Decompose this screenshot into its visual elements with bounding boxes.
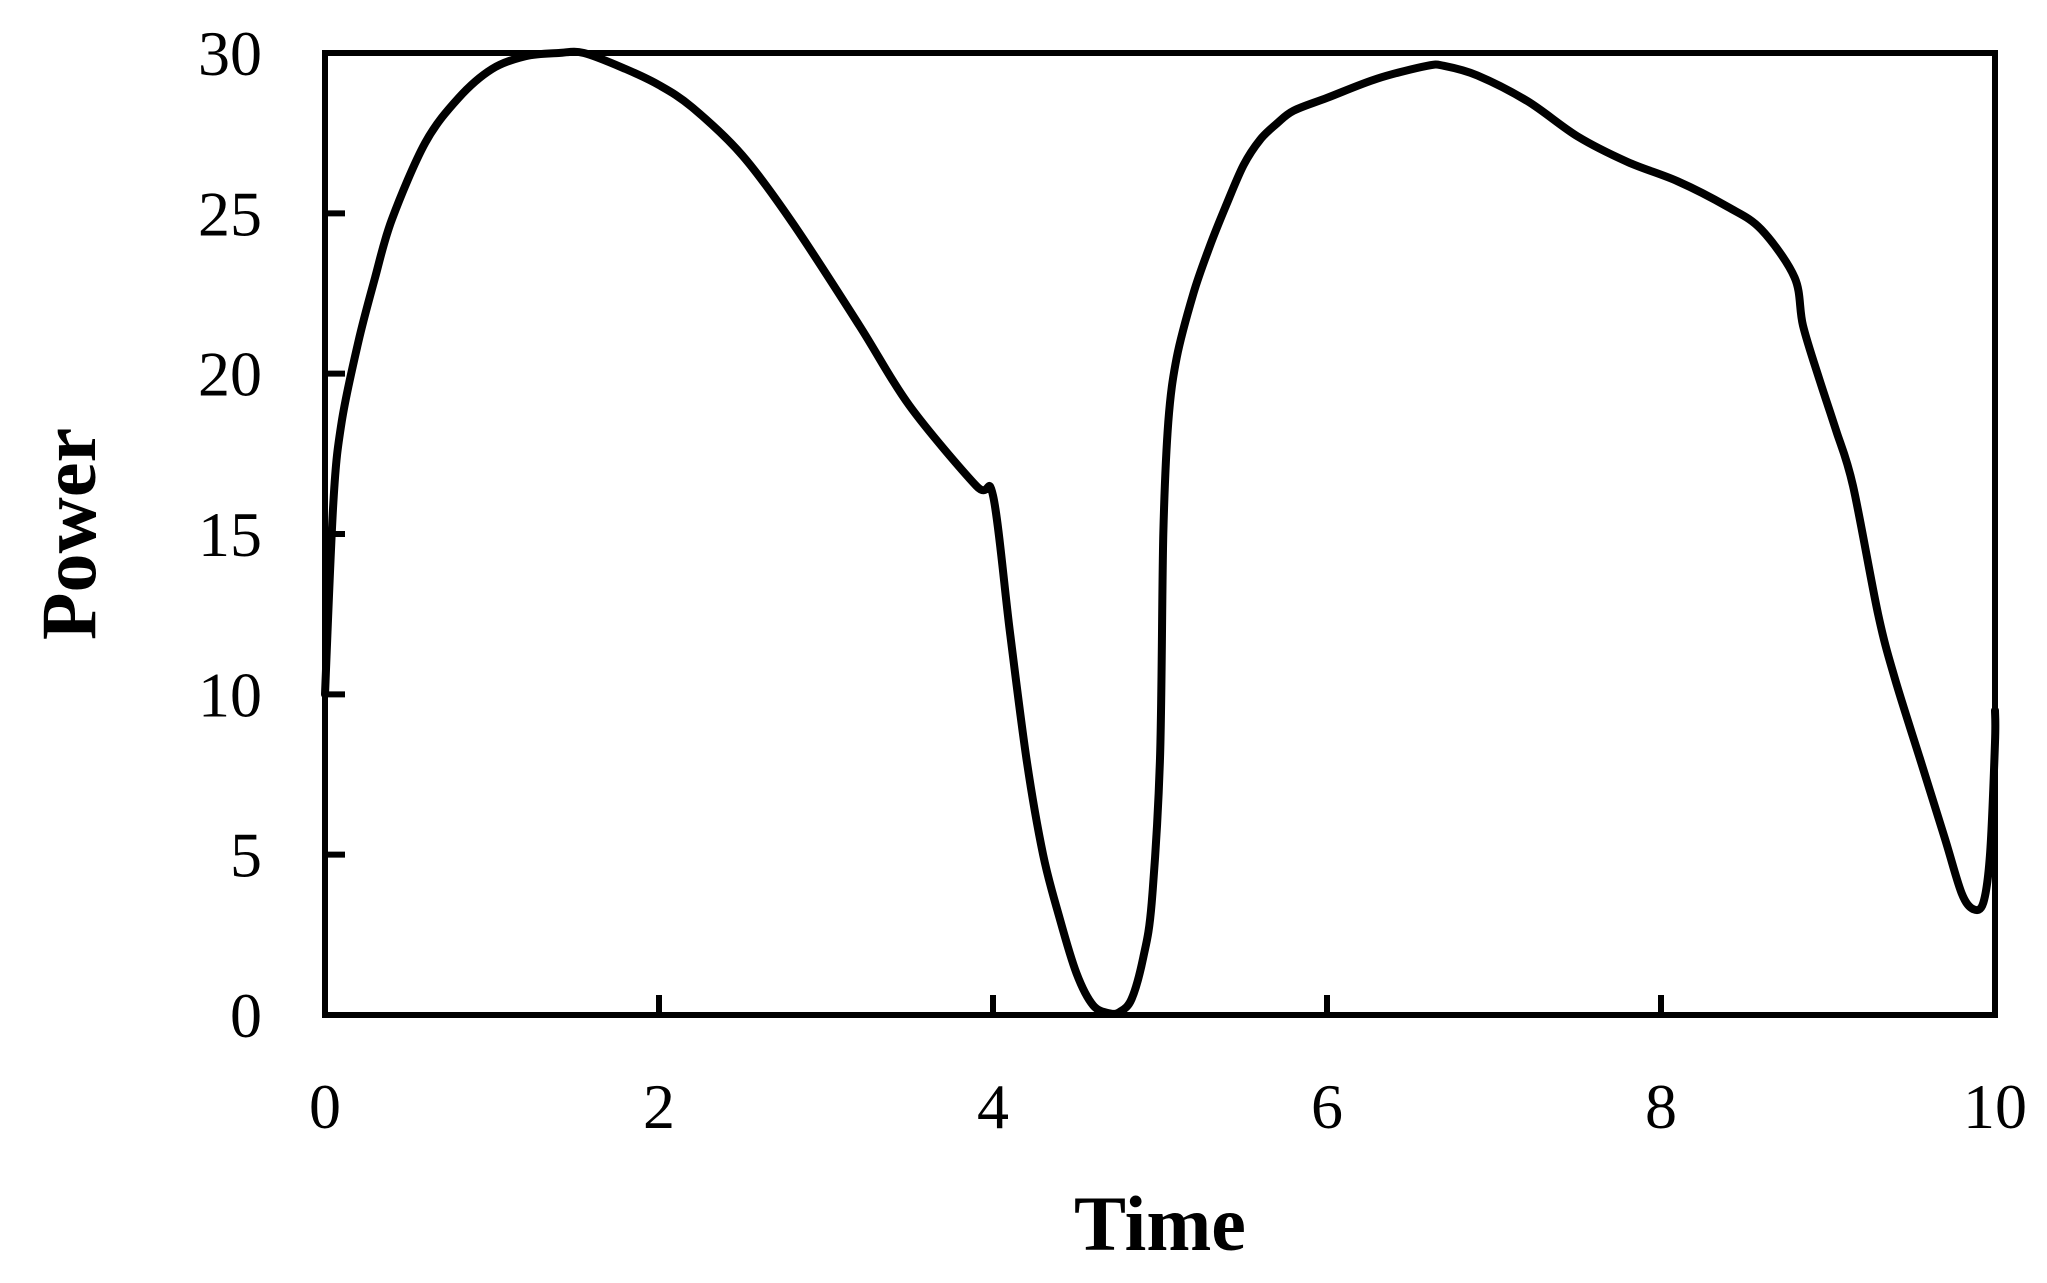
x-tick-label-2: 4 — [977, 1071, 1009, 1142]
y-tick-label-6: 30 — [198, 18, 262, 89]
series-line — [321, 47, 2000, 1018]
y-tick-label-1: 5 — [230, 820, 262, 891]
y-tick-label-2: 10 — [198, 659, 262, 730]
x-axis-tick-labels: 0 2 4 6 8 10 — [309, 1071, 2027, 1142]
y-axis-tick-labels: 0 5 10 15 20 25 30 — [198, 18, 262, 1051]
x-tick-label-3: 6 — [1311, 1071, 1343, 1142]
y-tick-label-3: 15 — [198, 499, 262, 570]
y-tick-label-0: 0 — [230, 980, 262, 1051]
x-tick-label-5: 10 — [1963, 1071, 2027, 1142]
y-axis-ticks — [325, 50, 345, 1018]
x-tick-label-0: 0 — [309, 1071, 341, 1142]
x-tick-label-4: 8 — [1645, 1071, 1677, 1142]
y-tick-label-5: 25 — [198, 178, 262, 249]
x-axis-ticks — [322, 995, 1998, 1015]
x-axis-title: Time — [1074, 1180, 1246, 1267]
y-tick-label-4: 20 — [198, 339, 262, 410]
y-axis-title: Power — [25, 428, 112, 640]
x-tick-label-1: 2 — [643, 1071, 675, 1142]
